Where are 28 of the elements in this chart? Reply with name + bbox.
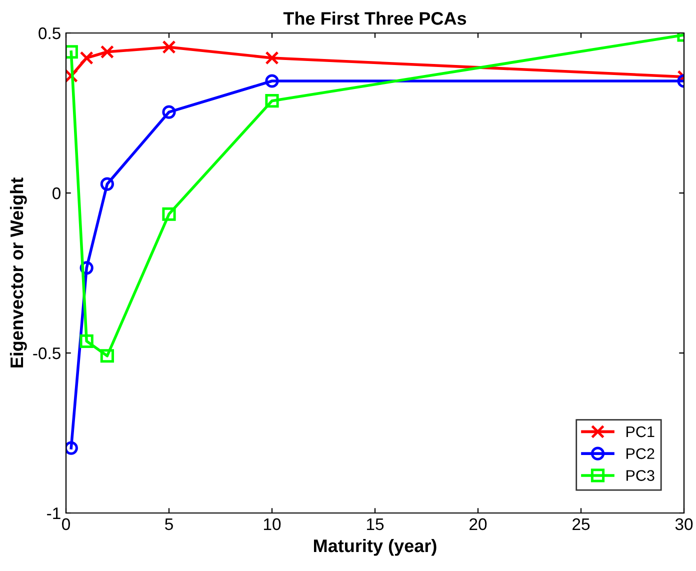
point — [265, 51, 279, 65]
y-tick-label: -1 — [47, 508, 60, 520]
point — [162, 40, 176, 54]
legend-label: PC3 — [626, 470, 654, 481]
y-tick-label: 0 — [52, 187, 60, 200]
point — [100, 45, 114, 59]
x-tick-label: 0 — [62, 518, 70, 530]
y-axis-title: Eigenvector or Weight — [10, 178, 27, 368]
chart-title: The First Three PCAs — [283, 12, 466, 25]
y-tick-label: -0.5 — [33, 347, 60, 360]
x-axis-title: Maturity (year) — [314, 538, 436, 556]
point — [100, 349, 114, 363]
x-tick-label: 25 — [572, 518, 590, 530]
legend-label: PC1 — [626, 426, 654, 438]
point — [100, 177, 114, 191]
point — [80, 334, 94, 348]
x-tick-label: 10 — [264, 518, 281, 530]
point — [265, 94, 279, 108]
point — [162, 207, 176, 221]
x-tick-label: 5 — [165, 518, 173, 530]
y-tick-label: 0.5 — [38, 27, 60, 40]
x-tick-label: 15 — [367, 518, 384, 530]
x-tick-label: 30 — [675, 518, 693, 530]
x-tick-label: 20 — [470, 518, 487, 530]
point — [162, 105, 176, 119]
legend-label: PC2 — [626, 448, 654, 460]
point — [265, 74, 279, 88]
point — [80, 51, 94, 65]
